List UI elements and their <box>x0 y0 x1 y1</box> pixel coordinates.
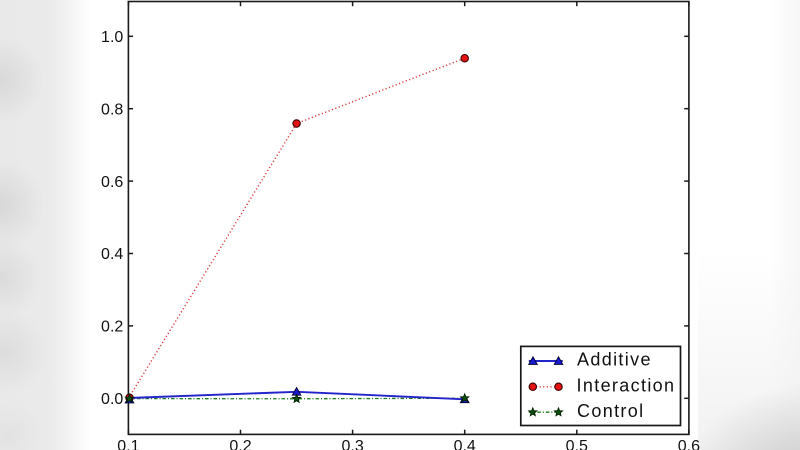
svg-text:0.3: 0.3 <box>341 438 363 450</box>
svg-text:0.6: 0.6 <box>678 438 700 450</box>
svg-text:Control: Control <box>577 401 644 421</box>
svg-text:0.1: 0.1 <box>117 438 139 450</box>
svg-text:1.0: 1.0 <box>101 29 123 46</box>
svg-text:0.4: 0.4 <box>454 438 476 450</box>
svg-text:0.6: 0.6 <box>101 174 123 191</box>
svg-text:0.2: 0.2 <box>229 438 251 450</box>
svg-text:0.2: 0.2 <box>101 319 123 336</box>
svg-text:0.8: 0.8 <box>101 101 123 118</box>
svg-text:0.0: 0.0 <box>101 391 123 408</box>
svg-text:0.4: 0.4 <box>101 246 123 263</box>
svg-text:Additive: Additive <box>577 349 652 369</box>
svg-text:Interaction: Interaction <box>577 375 676 395</box>
svg-text:0.5: 0.5 <box>566 438 588 450</box>
